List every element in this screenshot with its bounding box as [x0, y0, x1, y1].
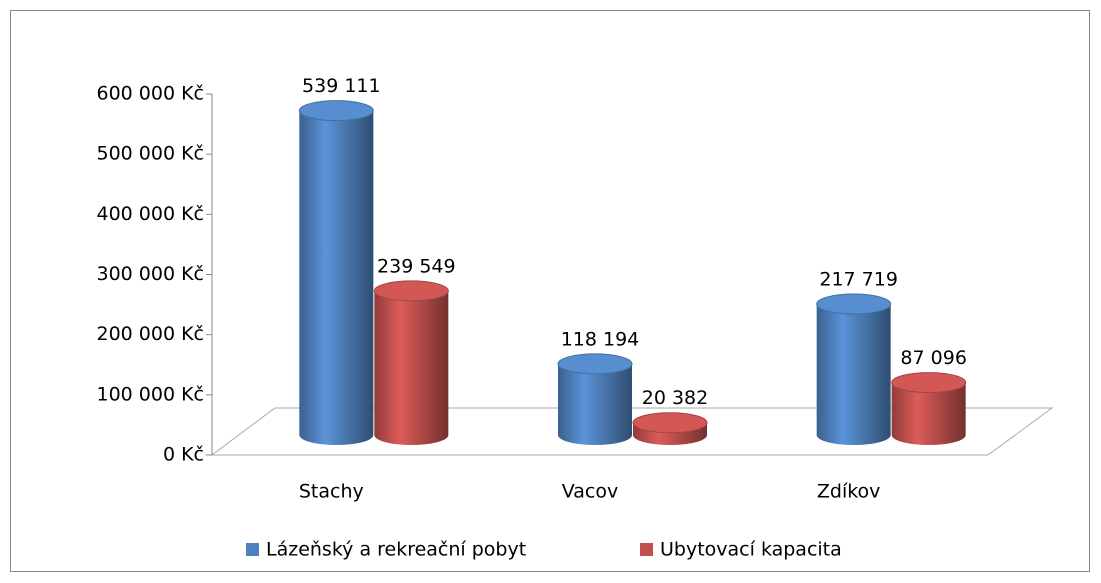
- bar: [891, 382, 966, 445]
- bar: [299, 110, 374, 445]
- y-tick-label: 100 000 Kč: [96, 383, 204, 405]
- data-label: 20 382: [642, 387, 708, 409]
- bar-top: [632, 412, 708, 434]
- bar-top: [373, 280, 449, 302]
- floor: [210, 407, 1054, 456]
- x-tick-label: Stachy: [299, 481, 364, 503]
- data-label: 87 096: [900, 347, 966, 369]
- bar: [816, 304, 891, 445]
- bar-top: [557, 353, 633, 375]
- y-tick-label: 600 000 Kč: [96, 83, 204, 105]
- legend-label: Ubytovací kapacita: [660, 539, 842, 561]
- x-tick-label: Zdíkov: [817, 481, 881, 503]
- x-tick-label: Vacov: [562, 481, 618, 503]
- y-tick-label: 400 000 Kč: [96, 203, 204, 225]
- data-label: 217 719: [819, 269, 898, 291]
- legend-swatch: [246, 543, 259, 556]
- bar-top: [298, 100, 374, 122]
- data-label: 539 111: [302, 75, 381, 97]
- data-label: 118 194: [561, 328, 640, 350]
- y-tick-label: 200 000 Kč: [96, 323, 204, 345]
- y-tick-label: 500 000 Kč: [96, 143, 204, 165]
- bar-top: [891, 372, 967, 394]
- legend-swatch: [640, 543, 653, 556]
- y-tick-label: 0 Kč: [163, 444, 204, 466]
- data-label: 239 549: [377, 255, 456, 277]
- bar: [374, 290, 449, 445]
- legend-label: Lázeňský a rekreační pobyt: [266, 539, 526, 561]
- bar: [558, 363, 632, 445]
- bar-top: [816, 293, 892, 315]
- chart-border: [10, 10, 1090, 572]
- y-tick-label: 300 000 Kč: [96, 263, 204, 285]
